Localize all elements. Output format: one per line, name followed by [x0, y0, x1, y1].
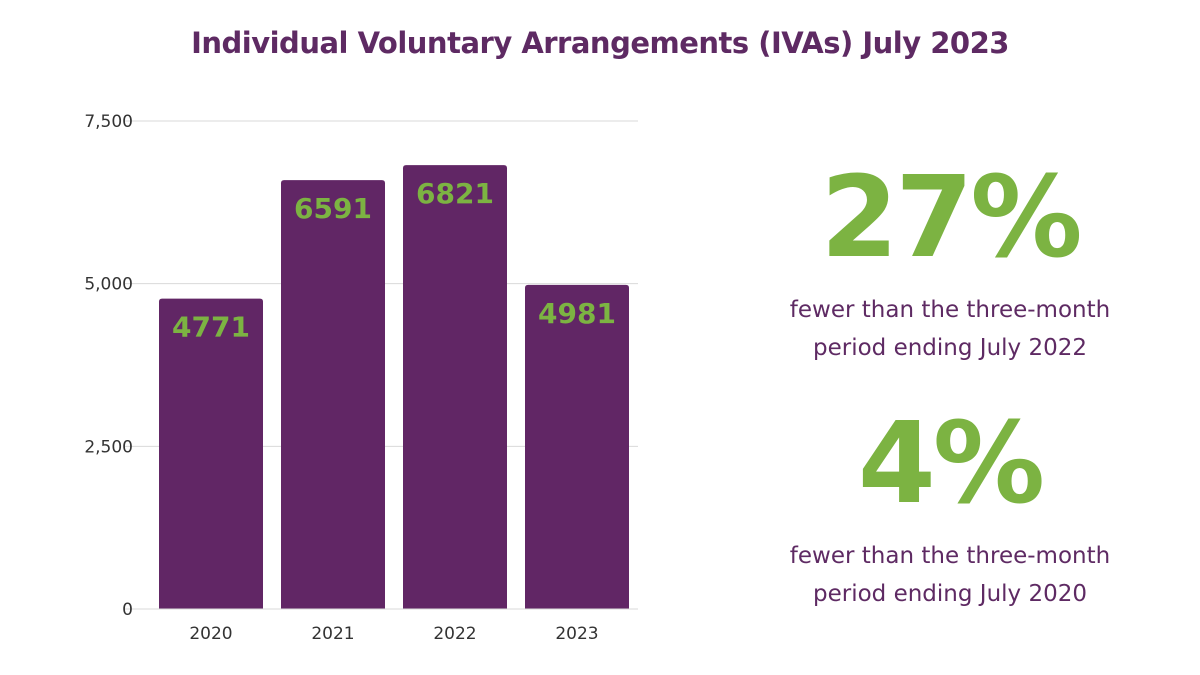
bar: [281, 180, 385, 609]
bar: [525, 284, 629, 609]
bar: [159, 298, 263, 609]
x-tick-label: 2022: [433, 624, 476, 644]
stat-description-1: fewer than the three-month period ending…: [789, 297, 1111, 361]
stat-value-1: 27%: [820, 153, 1082, 283]
stat-description-2: fewer than the three-month period ending…: [789, 543, 1111, 607]
page-title: Individual Voluntary Arrangements (IVAs)…: [191, 26, 1009, 60]
bar-chart: 0 2,500 5,000 7,500 4771 2020 6591 2021 6821 2022…: [84, 112, 638, 644]
bar-data-label: 4771: [172, 311, 250, 344]
y-tick-label: 7,500: [84, 112, 133, 132]
y-tick-label: 0: [122, 600, 133, 620]
x-tick-label: 2021: [311, 624, 354, 644]
bar-data-label: 6591: [294, 192, 372, 225]
stat-value-2: 4%: [857, 399, 1045, 529]
y-tick-label: 2,500: [84, 437, 133, 457]
y-tick-label: 5,000: [84, 275, 133, 295]
bar: [403, 165, 507, 609]
x-tick-label: 2023: [555, 624, 598, 644]
bar-data-label: 6821: [416, 177, 494, 210]
bar-data-label: 4981: [538, 297, 616, 330]
x-tick-label: 2020: [189, 624, 232, 644]
